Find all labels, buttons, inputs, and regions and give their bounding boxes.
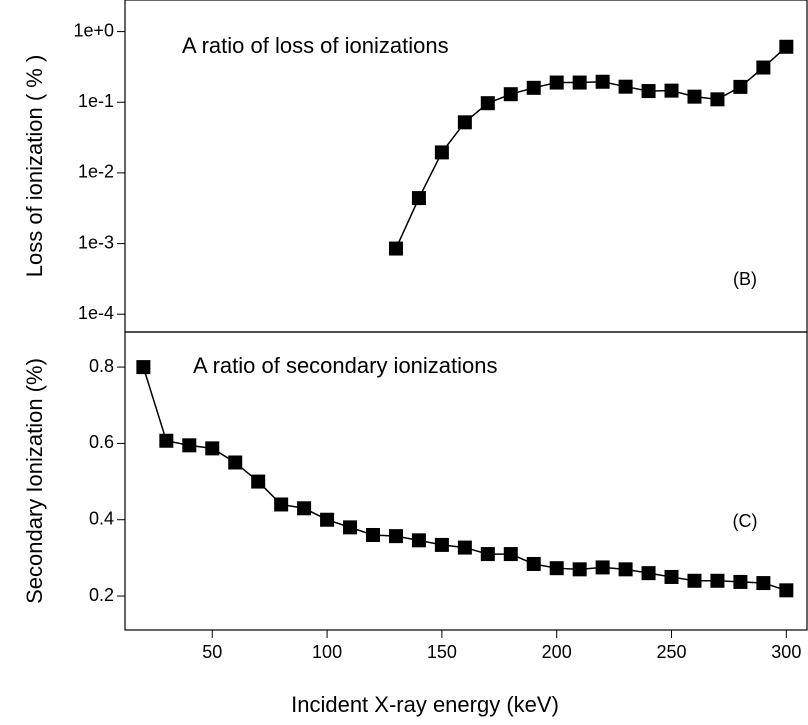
x-tick-label: 300 (771, 642, 801, 662)
data-marker (733, 79, 748, 94)
data-marker (343, 520, 358, 535)
data-marker (159, 433, 174, 448)
data-marker (388, 241, 403, 256)
data-marker (297, 501, 312, 516)
data-marker (205, 441, 220, 456)
data-line (142, 366, 787, 592)
data-marker (572, 562, 587, 577)
plot-frame (124, 331, 808, 631)
y-tick-label: 0.6 (89, 432, 114, 452)
data-marker (434, 145, 449, 160)
data-marker (779, 39, 794, 54)
data-marker (503, 87, 518, 102)
data-marker (274, 497, 289, 512)
data-marker (710, 573, 725, 588)
y-tick-label: 1e-4 (78, 303, 114, 323)
data-marker (411, 533, 426, 548)
x-tick-label: 50 (202, 642, 222, 662)
data-line (395, 46, 787, 249)
data-marker (595, 560, 610, 575)
data-marker (595, 74, 610, 89)
data-marker (641, 566, 656, 581)
panel-title: A ratio of loss of ionizations (182, 33, 449, 58)
data-marker (480, 547, 495, 562)
data-marker (457, 540, 472, 555)
y-tick-label: 1e-3 (78, 232, 114, 252)
data-marker (687, 89, 702, 104)
data-marker (733, 574, 748, 589)
y-tick-label: 1e-1 (78, 91, 114, 111)
data-marker (549, 561, 564, 576)
data-marker (572, 75, 587, 90)
data-marker (687, 573, 702, 588)
data-marker (664, 569, 679, 584)
y-tick-label: 0.8 (89, 356, 114, 376)
x-tick-label: 150 (427, 642, 457, 662)
data-marker (388, 529, 403, 544)
data-marker (526, 556, 541, 571)
data-marker (366, 527, 380, 542)
data-marker (549, 75, 564, 90)
data-marker (710, 92, 725, 107)
x-axis-label: Incident X-ray energy (keV) (291, 692, 559, 717)
panel-annotation: (B) (733, 269, 757, 289)
data-marker (228, 455, 243, 470)
data-marker (320, 512, 335, 527)
x-tick-label: 200 (542, 642, 572, 662)
y-tick-label: 0.2 (89, 585, 114, 605)
panel-title: A ratio of secondary ionizations (193, 353, 498, 378)
data-marker (618, 79, 633, 94)
data-marker (618, 562, 633, 577)
data-marker (756, 60, 771, 75)
y-tick-label: 0.4 (89, 508, 114, 528)
panel-annotation: (C) (733, 511, 758, 531)
y-axis-label: Secondary Ionization (%) (22, 358, 47, 604)
data-marker (503, 547, 518, 562)
data-marker (434, 537, 449, 552)
data-marker (136, 360, 151, 375)
data-marker (664, 83, 679, 98)
x-tick-label: 250 (656, 642, 686, 662)
data-marker (641, 84, 656, 99)
y-tick-label: 1e+0 (73, 20, 114, 40)
data-marker (526, 80, 541, 95)
data-marker (779, 583, 794, 598)
data-marker (411, 191, 426, 206)
data-marker (251, 474, 266, 489)
data-marker (457, 115, 472, 130)
y-tick-label: 1e-2 (78, 162, 114, 182)
data-marker (480, 96, 495, 111)
data-marker (756, 576, 771, 591)
x-tick-label: 100 (312, 642, 342, 662)
y-axis-label: Loss of ionization ( % ) (22, 55, 47, 278)
data-marker (182, 438, 197, 453)
